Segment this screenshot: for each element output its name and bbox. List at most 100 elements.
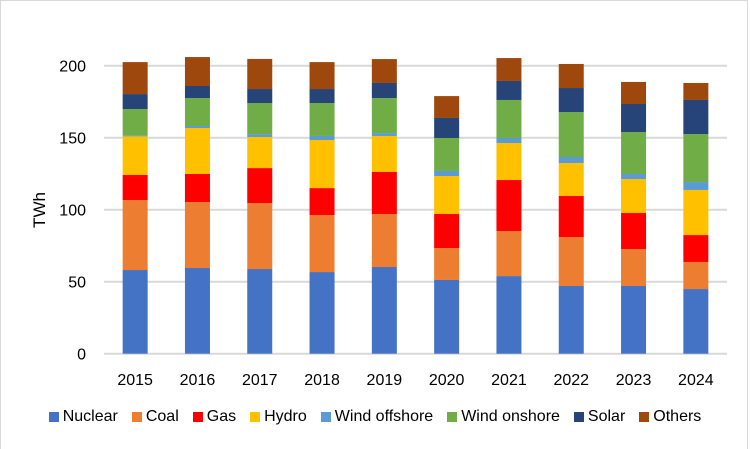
y-axis-ticks: 0 50 100 150 200 — [59, 59, 86, 364]
bar-segment-hydro — [558, 163, 584, 197]
bar-segment-coal — [621, 249, 647, 287]
bars — [122, 57, 709, 354]
bar-stack-2022 — [558, 63, 584, 354]
bar-stack-2019 — [371, 59, 397, 354]
legend-swatch — [250, 412, 261, 422]
bar-stack-2023 — [621, 81, 647, 354]
bar-segment-wind-onshore — [184, 98, 210, 127]
bar-segment-solar — [247, 89, 273, 103]
legend-label: Gas — [206, 408, 237, 425]
legend-label: Solar — [587, 408, 626, 425]
legend-label: Hydro — [264, 408, 307, 425]
legend-swatch — [573, 412, 584, 422]
legend-label: Wind offshore — [334, 408, 434, 425]
bar-segment-gas — [247, 168, 273, 204]
bar-segment-gas — [621, 213, 647, 250]
bar-segment-wind-onshore — [558, 112, 584, 157]
bar-segment-others — [184, 57, 210, 87]
bar-segment-others — [434, 96, 460, 118]
bar-segment-wind-onshore — [371, 98, 397, 134]
bar-segment-hydro — [247, 136, 273, 169]
bar-segment-coal — [309, 215, 335, 273]
bar-segment-gas — [309, 188, 335, 216]
bar-segment-nuclear — [558, 286, 584, 354]
bar-segment-wind-offshore — [434, 170, 460, 177]
bar-segment-hydro — [122, 136, 148, 175]
legend-swatch — [639, 412, 650, 422]
bar-segment-coal — [558, 237, 584, 287]
bar-segment-wind-onshore — [621, 132, 647, 174]
x-axis-ticks: 2015 2016 2017 2018 2019 2020 2021 2022 2023 2024 — [117, 372, 713, 389]
bar-segment-solar — [371, 82, 397, 99]
bar-segment-solar — [309, 89, 335, 103]
bar-segment-wind-onshore — [122, 109, 148, 136]
bar-segment-wind-offshore — [247, 134, 273, 137]
bar-segment-nuclear — [434, 279, 460, 354]
bar-segment-coal — [683, 261, 709, 290]
x-tick-label: 2023 — [616, 372, 652, 389]
bar-segment-gas — [434, 214, 460, 249]
bar-segment-gas — [371, 171, 397, 215]
bar-segment-gas — [683, 235, 709, 262]
bar-stack-2016 — [184, 57, 210, 354]
legend-item-gas: Gas — [192, 408, 237, 426]
bar-segment-solar — [184, 86, 210, 99]
bar-segment-coal — [184, 202, 210, 269]
bar-segment-hydro — [434, 176, 460, 215]
bar-segment-solar — [496, 80, 522, 100]
y-axis-label: TWh — [30, 192, 49, 228]
y-tick-label: 200 — [59, 59, 86, 76]
x-tick-label: 2024 — [678, 372, 714, 389]
bar-segment-coal — [371, 214, 397, 268]
bar-segment-wind-offshore — [309, 135, 335, 141]
bar-segment-wind-offshore — [496, 137, 522, 144]
bar-segment-others — [683, 82, 709, 100]
bar-segment-gas — [496, 180, 522, 232]
legend-item-wind-offshore: Wind offshore — [320, 408, 434, 426]
bar-segment-hydro — [683, 189, 709, 236]
legend-swatch — [48, 412, 59, 422]
bar-segment-wind-onshore — [309, 102, 335, 136]
x-tick-label: 2018 — [304, 372, 340, 389]
bar-segment-solar — [683, 99, 709, 135]
bar-segment-nuclear — [496, 276, 522, 354]
bar-segment-coal — [247, 203, 273, 270]
bar-stack-2017 — [247, 58, 273, 354]
bar-segment-coal — [122, 200, 148, 271]
bar-segment-nuclear — [184, 268, 210, 354]
bar-segment-hydro — [184, 128, 210, 174]
bar-segment-hydro — [309, 140, 335, 189]
legend-item-solar: Solar — [573, 408, 626, 426]
bar-segment-coal — [434, 248, 460, 280]
y-tick-label: 0 — [77, 347, 86, 364]
legend-item-wind-onshore: Wind onshore — [447, 408, 560, 426]
bar-segment-others — [371, 59, 397, 83]
bar-segment-others — [496, 58, 522, 81]
bar-segment-hydro — [496, 143, 522, 181]
bar-segment-solar — [558, 88, 584, 113]
bar-segment-others — [621, 81, 647, 105]
bar-segment-others — [309, 62, 335, 90]
bar-segment-wind-offshore — [122, 135, 148, 137]
y-tick-label: 50 — [68, 275, 86, 292]
x-tick-label: 2019 — [367, 372, 403, 389]
bar-segment-nuclear — [247, 269, 273, 354]
legend-item-others: Others — [639, 408, 701, 426]
bar-segment-solar — [122, 94, 148, 110]
bar-segment-nuclear — [621, 286, 647, 354]
bar-segment-hydro — [371, 135, 397, 172]
legend-swatch — [320, 412, 331, 422]
bar-segment-others — [122, 62, 148, 95]
bar-segment-wind-offshore — [371, 133, 397, 136]
bar-stack-2024 — [683, 82, 709, 354]
legend-label: Nuclear — [62, 408, 118, 425]
bar-segment-nuclear — [371, 267, 397, 354]
bar-segment-wind-offshore — [621, 173, 647, 180]
bar-segment-gas — [558, 196, 584, 238]
bar-segment-hydro — [621, 179, 647, 214]
legend-item-coal: Coal — [131, 408, 179, 426]
y-tick-label: 100 — [59, 203, 86, 220]
x-tick-label: 2020 — [429, 372, 465, 389]
legend-item-nuclear: Nuclear — [48, 408, 118, 426]
bar-segment-wind-onshore — [683, 134, 709, 183]
